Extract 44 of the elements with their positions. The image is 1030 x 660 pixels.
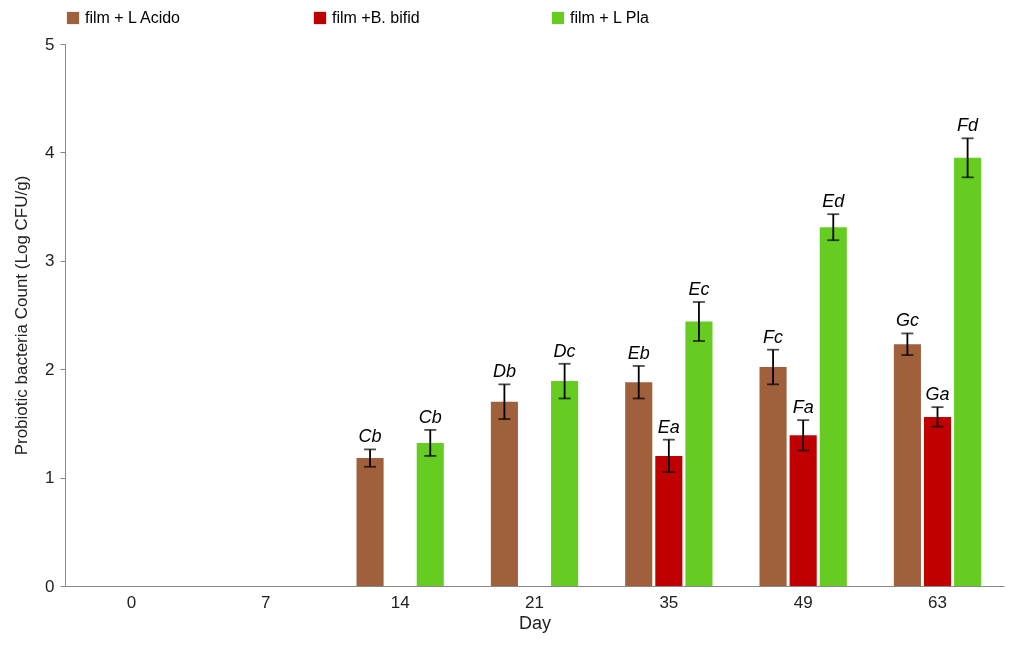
bar — [819, 227, 847, 586]
bar — [789, 435, 817, 586]
y-tick-label: 0 — [45, 576, 55, 596]
bar — [759, 367, 787, 586]
bar — [685, 321, 713, 586]
bar — [416, 442, 444, 586]
x-tick-label: 0 — [126, 592, 137, 612]
data-label: Ga — [925, 384, 950, 405]
data-label: Ed — [822, 191, 846, 212]
data-label: Db — [492, 361, 516, 382]
y-tick-label: 4 — [45, 142, 55, 162]
x-tick-label: 49 — [793, 592, 813, 612]
bar — [655, 455, 683, 586]
bar — [923, 416, 952, 586]
legend-label: film +B. bifid — [332, 9, 420, 26]
y-tick-label: 3 — [45, 251, 55, 271]
bar — [356, 458, 384, 586]
bar — [551, 381, 579, 586]
data-label: Gc — [895, 310, 919, 331]
data-label: Ea — [657, 416, 680, 437]
x-tick-label: 21 — [525, 592, 544, 612]
bar — [490, 401, 518, 586]
data-label: Dc — [553, 340, 576, 361]
bar — [954, 157, 982, 586]
data-label: Ec — [688, 278, 710, 299]
data-label: Cb — [418, 406, 442, 427]
data-label: Fd — [957, 115, 980, 136]
x-axis-title: Day — [518, 612, 552, 633]
bar — [893, 344, 921, 586]
x-tick-label: 14 — [390, 592, 410, 612]
data-label: Fa — [792, 397, 814, 418]
data-label: Fc — [763, 326, 784, 347]
x-tick-label: 35 — [659, 592, 679, 612]
y-axis-title: Probiotic bacteria Count (Log CFU/g) — [12, 175, 32, 456]
legend-label: film + L Pla — [570, 9, 650, 26]
x-tick-label: 7 — [261, 592, 271, 612]
x-tick-label: 63 — [928, 592, 947, 612]
data-label: Cb — [358, 426, 382, 447]
legend-label: film + L Acido — [85, 9, 181, 26]
data-label: Eb — [627, 342, 650, 363]
y-tick-label: 1 — [45, 468, 55, 488]
y-tick-label: 2 — [45, 359, 55, 379]
y-tick-label: 5 — [45, 34, 55, 54]
bar — [625, 382, 653, 586]
